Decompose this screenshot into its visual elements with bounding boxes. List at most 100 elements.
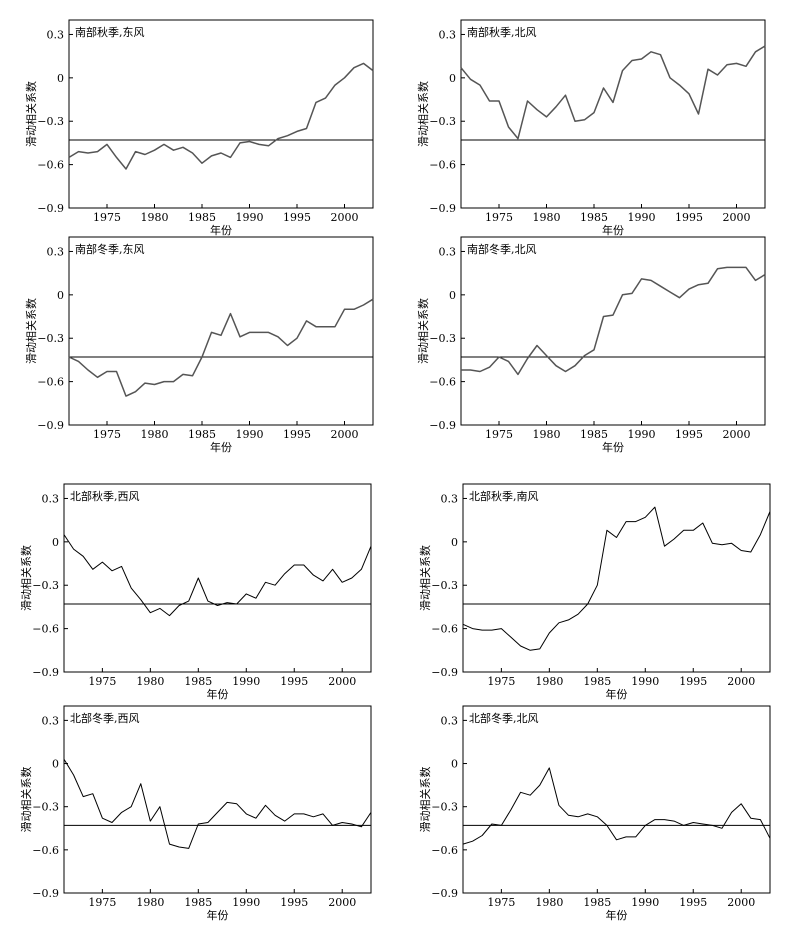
x-tick-label: 1990: [236, 211, 264, 224]
x-tick-label: 1995: [679, 896, 707, 909]
y-tick-label: −0.3: [32, 801, 59, 814]
panel-title: 南部冬季,北风: [467, 242, 537, 256]
y-tick-label: −0.3: [429, 115, 456, 128]
chart-panel: 0.3 0 −0.3 −0.6 −0.9 1975 1980 1985 1990 1995 2000…: [418, 705, 771, 922]
panel-title: 北部秋季,西风: [70, 489, 140, 503]
y-tick-label: −0.9: [431, 666, 458, 679]
x-tick-label: 1985: [583, 896, 611, 909]
y-tick-label: 0.3: [42, 492, 60, 505]
y-tick-label: 0.3: [42, 714, 60, 727]
x-tick-label: 1975: [485, 211, 513, 224]
y-tick-label: −0.3: [429, 332, 456, 345]
x-tick-label: 1980: [136, 896, 164, 909]
y-tick-label: −0.6: [37, 159, 64, 172]
x-axis-label: 年份: [602, 440, 624, 454]
x-tick-label: 1990: [631, 896, 659, 909]
x-tick-label: 2000: [331, 428, 359, 441]
x-tick-label: 2000: [723, 428, 751, 441]
y-tick-label: −0.6: [431, 844, 458, 857]
plot-frame: [63, 483, 372, 673]
panel-title: 北部秋季,南风: [469, 489, 539, 503]
y-axis-label: 滑动相关系数: [416, 298, 430, 364]
x-tick-label: 1990: [232, 896, 260, 909]
x-tick-label: 1995: [675, 211, 703, 224]
chart-panel: 0.3 0 −0.3 −0.6 −0.9 1975 1980 1985 1990 1995 2000…: [24, 236, 374, 454]
x-tick-label: 1995: [280, 675, 308, 688]
series-line: [63, 758, 372, 849]
series-line: [68, 62, 374, 170]
y-tick-label: −0.9: [431, 887, 458, 900]
x-tick-label: 1975: [487, 675, 515, 688]
panel-title: 南部秋季,东风: [75, 25, 145, 39]
x-tick-label: 1995: [283, 211, 311, 224]
chart-panel: 0.3 0 −0.3 −0.6 −0.9 1975 1980 1985 1990 1995 2000…: [19, 483, 372, 701]
x-tick-label: 2000: [723, 211, 751, 224]
x-tick-label: 1975: [485, 428, 513, 441]
plot-frame: [63, 705, 372, 894]
y-tick-label: 0.3: [439, 28, 457, 41]
y-tick-label: 0.3: [439, 245, 457, 258]
y-axis-label: 滑动相关系数: [418, 767, 432, 833]
y-axis-label: 滑动相关系数: [418, 545, 432, 611]
plot-frame: [462, 483, 771, 673]
x-tick-label: 2000: [727, 675, 755, 688]
x-tick-label: 1980: [535, 896, 563, 909]
x-tick-label: 1995: [679, 675, 707, 688]
y-tick-label: 0: [57, 289, 64, 302]
x-tick-label: 1990: [232, 675, 260, 688]
y-tick-label: −0.9: [32, 887, 59, 900]
x-tick-label: 1990: [236, 428, 264, 441]
chart-panel: 0.3 0 −0.3 −0.6 −0.9 1975 1980 1985 1990 1995 2000…: [19, 705, 372, 922]
x-tick-label: 1990: [628, 211, 656, 224]
x-axis-label: 年份: [210, 440, 232, 454]
x-tick-label: 1975: [487, 896, 515, 909]
y-tick-label: −0.9: [429, 202, 456, 215]
series-line: [462, 506, 771, 651]
series-line: [68, 298, 374, 397]
x-tick-label: 1995: [675, 428, 703, 441]
y-tick-label: −0.6: [429, 159, 456, 172]
y-tick-label: 0: [449, 72, 456, 85]
x-tick-label: 1975: [93, 428, 121, 441]
y-tick-label: −0.6: [32, 623, 59, 636]
chart-panel: 0.3 0 −0.3 −0.6 −0.9 1975 1980 1985 1990 1995 2000…: [416, 19, 766, 237]
y-axis-label: 滑动相关系数: [19, 767, 33, 833]
x-tick-label: 1985: [580, 211, 608, 224]
x-axis-label: 年份: [207, 908, 229, 922]
y-tick-label: −0.9: [429, 419, 456, 432]
panel-title: 北部冬季,北风: [469, 711, 539, 725]
series-line: [462, 767, 771, 845]
y-tick-label: 0: [451, 536, 458, 549]
chart-panel: 0.3 0 −0.3 −0.6 −0.9 1975 1980 1985 1990 1995 2000…: [418, 483, 771, 701]
x-tick-label: 1980: [533, 428, 561, 441]
x-tick-label: 1985: [188, 211, 216, 224]
x-tick-label: 2000: [331, 211, 359, 224]
x-tick-label: 2000: [727, 896, 755, 909]
x-tick-label: 1975: [88, 896, 116, 909]
y-tick-label: 0.3: [441, 714, 459, 727]
x-tick-label: 2000: [328, 896, 356, 909]
y-tick-label: −0.6: [429, 376, 456, 389]
panel-title: 北部冬季,西风: [70, 711, 140, 725]
chart-panel: 0.3 0 −0.3 −0.6 −0.9 1975 1980 1985 1990 1995 2000…: [416, 236, 766, 454]
y-tick-label: −0.9: [32, 666, 59, 679]
x-tick-label: 1980: [535, 675, 563, 688]
x-axis-label: 年份: [602, 223, 624, 237]
y-tick-label: 0.3: [47, 28, 65, 41]
y-tick-label: −0.6: [37, 376, 64, 389]
y-tick-label: 0: [52, 758, 59, 771]
plot-frame: [460, 19, 766, 209]
panel-title: 南部秋季,北风: [467, 25, 537, 39]
y-tick-label: −0.3: [32, 579, 59, 592]
y-axis-label: 滑动相关系数: [416, 81, 430, 147]
y-tick-label: 0: [449, 289, 456, 302]
y-tick-label: −0.3: [37, 332, 64, 345]
y-tick-label: −0.9: [37, 202, 64, 215]
x-axis-label: 年份: [210, 223, 232, 237]
x-tick-label: 1980: [136, 675, 164, 688]
y-axis-label: 滑动相关系数: [24, 298, 38, 364]
y-tick-label: 0.3: [441, 492, 459, 505]
y-tick-label: 0.3: [47, 245, 65, 258]
